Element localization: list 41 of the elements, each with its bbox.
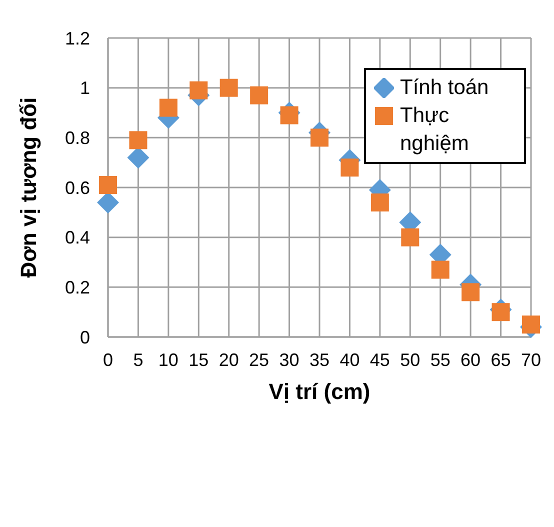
x-tick-label: 5	[133, 350, 144, 370]
x-tick-label: 20	[218, 350, 239, 370]
point	[431, 260, 450, 279]
y-tick-label: 0	[80, 327, 90, 348]
y-tick-label: 0.2	[64, 278, 90, 298]
y-tick-label: 1.2	[64, 28, 90, 48]
legend-label: Thực nghiệm	[400, 103, 470, 157]
point	[462, 283, 480, 302]
x-tick-label: 60	[460, 350, 481, 370]
point	[522, 316, 540, 334]
x-tick-label: 65	[490, 350, 511, 370]
point	[492, 303, 510, 322]
x-tick-label: 45	[370, 350, 390, 370]
x-tick-label: 25	[249, 350, 270, 370]
y-tick-label: 0.4	[64, 228, 90, 248]
point	[190, 81, 208, 100]
y-tick-label: 0.6	[64, 178, 90, 198]
x-tick-label: 0	[102, 350, 114, 370]
point	[220, 78, 238, 97]
x-tick-label: 15	[188, 350, 209, 370]
y-tick-label: 1	[80, 78, 90, 98]
y-axis-title: Đơn vị tương đối	[16, 97, 41, 278]
x-tick-label: 50	[400, 350, 420, 370]
legend-label: Tính toán	[400, 75, 489, 101]
x-tick-label: 55	[430, 350, 450, 370]
point	[250, 86, 268, 104]
x-tick-label: 10	[158, 350, 178, 370]
point	[310, 128, 328, 147]
point	[280, 106, 298, 124]
point	[401, 228, 420, 246]
x-tick-label: 30	[279, 350, 300, 370]
point	[340, 158, 359, 177]
x-tick-label: 35	[309, 350, 330, 370]
y-tick-label: 0.8	[64, 128, 90, 148]
point	[129, 131, 148, 150]
point	[99, 176, 117, 194]
x-axis-title: Vị trí (cm)	[268, 379, 370, 404]
point	[159, 98, 178, 117]
x-tick-label: 40	[340, 350, 360, 370]
x-tick-label: 70	[520, 350, 542, 370]
point	[370, 193, 389, 212]
